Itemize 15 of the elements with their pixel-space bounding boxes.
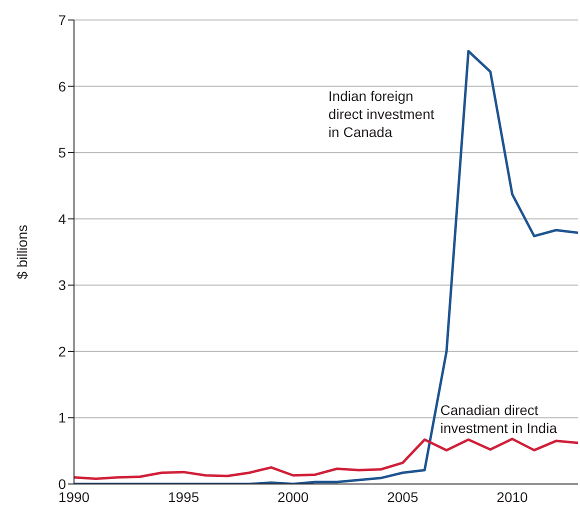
y-tick-label: 6	[58, 78, 66, 94]
x-tick-label: 1995	[168, 488, 200, 505]
y-tick-label: 4	[58, 210, 66, 227]
line-series	[74, 438, 578, 480]
x-tick-label: 2000	[278, 488, 309, 505]
y-tick-label: 5	[58, 144, 66, 161]
series-label: Indian foreign direct investment in Canada	[328, 88, 434, 140]
y-tick-label: 1	[58, 410, 66, 426]
y-tick-label: 2	[58, 343, 66, 360]
series-label: Canadian direct investment in India	[440, 402, 558, 436]
y-tick-label: 7	[58, 12, 66, 28]
y-axis-title: $ billions	[14, 224, 30, 280]
y-tick-label: 3	[58, 277, 66, 294]
x-tick-label: 2010	[496, 488, 528, 505]
x-tick-label: 2005	[387, 488, 418, 505]
